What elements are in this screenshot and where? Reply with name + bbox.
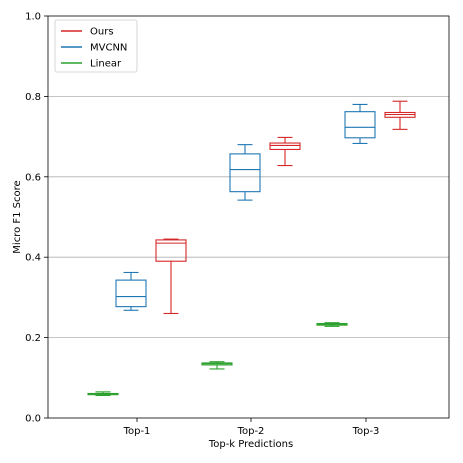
box-ours-top-1 — [155, 238, 187, 315]
y-tick-label: 0.8 — [25, 92, 41, 103]
y-tick-label: 0.4 — [25, 253, 41, 264]
grid-lines — [48, 96, 449, 339]
box-iqr — [344, 111, 376, 139]
legend-label-linear: Linear — [90, 59, 122, 70]
y-tick-label: 0.6 — [25, 172, 41, 183]
y-axis-ticks: 0.0 0.2 0.4 0.6 0.8 1.0 — [25, 12, 48, 425]
box-ours-top-3 — [384, 100, 416, 130]
box-iqr — [155, 239, 187, 262]
y-tick-label: 0.2 — [25, 333, 41, 344]
box-iqr — [269, 142, 301, 151]
legend-box — [54, 19, 138, 73]
box-mvcnn-top-1 — [115, 271, 147, 311]
box-series-group — [87, 100, 416, 397]
box-iqr — [229, 153, 261, 193]
box-mvcnn-top-3 — [344, 103, 376, 144]
x-tick-label: Top-2 — [237, 426, 265, 437]
box-linear-top-1 — [87, 391, 119, 397]
legend-label-mvcnn: MVCNN — [90, 43, 127, 54]
y-axis-label: Micro F1 Score — [12, 180, 23, 253]
box-linear-top-2 — [201, 361, 233, 370]
x-axis-label: Top-k Predictions — [208, 439, 293, 450]
x-tick-label: Top-1 — [123, 426, 151, 437]
series-linear — [87, 322, 348, 397]
y-tick-label: 0.0 — [25, 414, 41, 425]
series-ours — [155, 100, 416, 315]
box-linear-top-3 — [316, 322, 348, 327]
box-ours-top-2 — [269, 136, 301, 167]
box-iqr — [115, 279, 147, 308]
plot-frame — [47, 15, 450, 419]
legend: Ours MVCNN Linear — [54, 19, 138, 73]
box-mvcnn-top-2 — [229, 144, 261, 201]
legend-label-ours: Ours — [90, 27, 114, 38]
x-tick-label: Top-3 — [352, 426, 380, 437]
series-mvcnn — [115, 103, 376, 311]
y-tick-label: 1.0 — [25, 12, 41, 23]
x-axis-ticks: Top-1 Top-2 Top-3 — [123, 418, 380, 437]
